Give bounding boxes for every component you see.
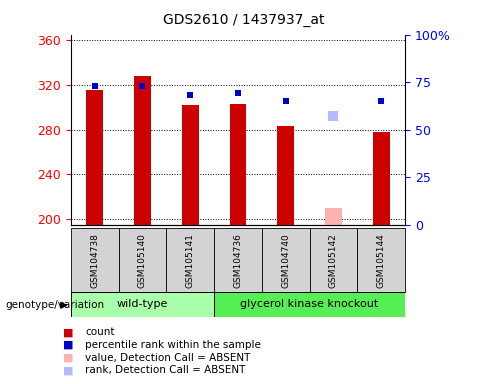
Text: count: count [85,327,115,337]
Bar [214,228,262,292]
Text: GSM104738: GSM104738 [90,233,99,288]
Text: GSM105144: GSM105144 [377,233,386,288]
Text: GSM105142: GSM105142 [329,233,338,288]
Bar [325,208,342,225]
Bar [86,91,103,225]
Text: ■: ■ [63,365,74,375]
Text: GSM104740: GSM104740 [281,233,290,288]
Bar [166,228,214,292]
Text: GSM104736: GSM104736 [233,233,243,288]
Text: ■: ■ [63,340,74,350]
Bar [119,228,166,292]
Text: ■: ■ [63,353,74,362]
Bar [71,292,214,317]
Text: GSM105140: GSM105140 [138,233,147,288]
Text: rank, Detection Call = ABSENT: rank, Detection Call = ABSENT [85,365,246,375]
Text: percentile rank within the sample: percentile rank within the sample [85,340,261,350]
Text: value, Detection Call = ABSENT: value, Detection Call = ABSENT [85,353,251,362]
Bar [182,105,199,225]
Bar [309,228,357,292]
Bar [134,76,151,225]
Bar [277,126,294,225]
Text: ■: ■ [63,327,74,337]
Text: genotype/variation: genotype/variation [5,300,104,310]
Text: glycerol kinase knockout: glycerol kinase knockout [241,299,379,310]
Text: GDS2610 / 1437937_at: GDS2610 / 1437937_at [163,13,325,27]
Bar [214,292,405,317]
Bar [262,228,309,292]
Bar [71,228,119,292]
Bar [373,132,389,225]
Text: GSM105141: GSM105141 [185,233,195,288]
Text: wild-type: wild-type [117,299,168,310]
Bar [357,228,405,292]
Bar [229,104,246,225]
